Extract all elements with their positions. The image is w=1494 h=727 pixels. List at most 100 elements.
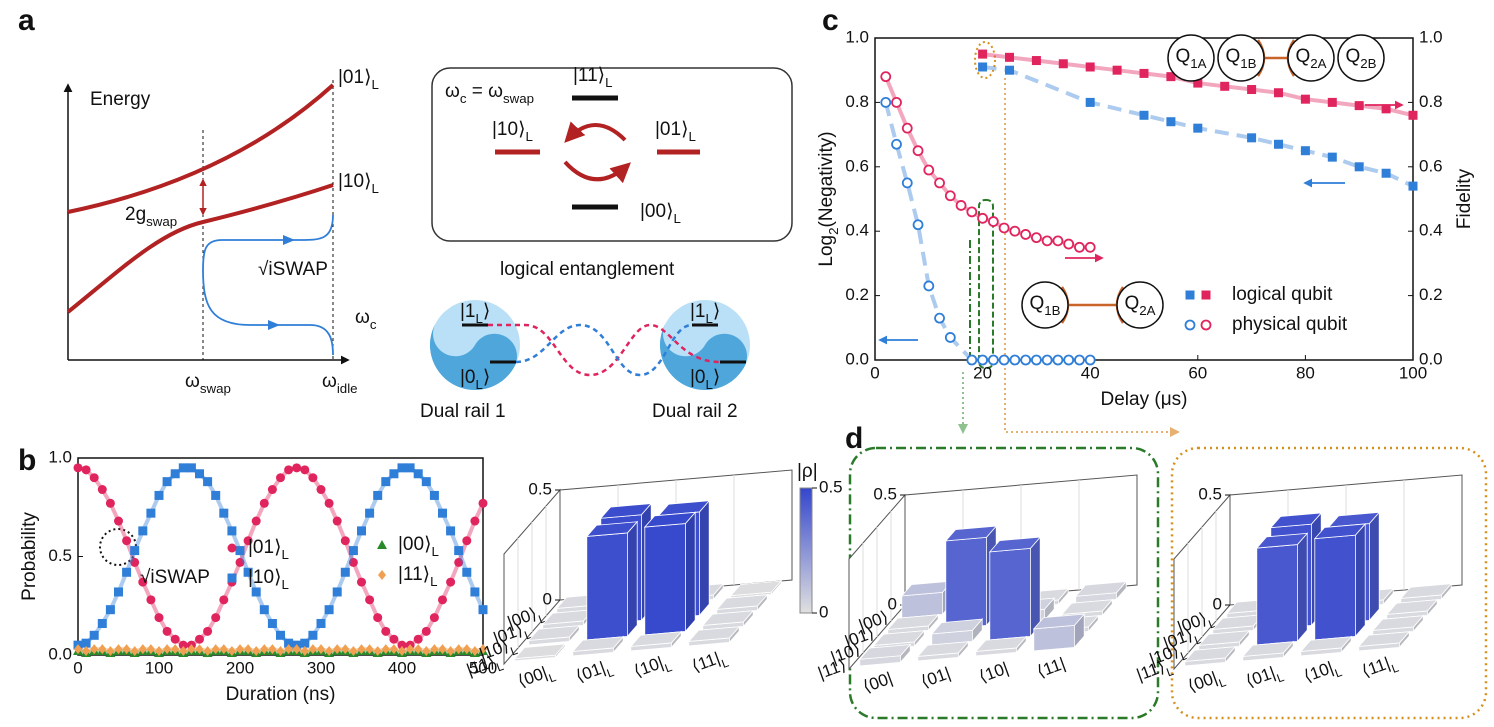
data-point	[413, 634, 423, 644]
data-point	[259, 605, 269, 615]
data-point	[243, 567, 253, 577]
data-point	[389, 634, 399, 644]
data-point	[1247, 85, 1257, 95]
data-point	[901, 122, 913, 134]
bar	[1183, 645, 1237, 667]
swap-arrow	[563, 160, 631, 184]
bar-face	[1255, 532, 1309, 549]
data-point	[1166, 72, 1176, 82]
data-point	[1084, 241, 1096, 253]
panel-label: d	[845, 422, 863, 455]
axis-label: Duration (ns)	[226, 684, 336, 705]
bar-face	[1399, 583, 1453, 599]
data-point	[243, 536, 253, 546]
text-part: 1B	[1240, 56, 1256, 71]
data-point	[454, 546, 464, 556]
caption: logical entanglement	[500, 259, 675, 280]
data-point	[987, 216, 999, 227]
bar	[916, 640, 970, 662]
bar	[513, 642, 567, 662]
legend-marker	[1200, 319, 1212, 331]
text-part: L	[430, 574, 437, 589]
data-point	[446, 646, 455, 657]
data-point	[1041, 235, 1053, 247]
bar-face	[1357, 631, 1411, 647]
data-point	[462, 567, 472, 577]
data-point	[1058, 59, 1068, 69]
label: ωc = ωswap	[445, 81, 534, 106]
data-point	[284, 638, 294, 648]
legend-marker	[377, 540, 387, 549]
bar-face	[974, 636, 1028, 652]
bar-face	[685, 511, 696, 633]
legend-marker	[378, 570, 386, 580]
bar-face	[1327, 511, 1381, 528]
bar	[715, 593, 769, 615]
data-point	[365, 595, 375, 605]
data-point	[236, 644, 244, 655]
tick-label: 60	[1188, 363, 1207, 382]
legend-marker	[227, 573, 237, 583]
data-point	[130, 557, 140, 567]
data-point	[966, 354, 978, 366]
data-point	[178, 463, 188, 473]
data-point	[252, 646, 261, 657]
data-point	[998, 222, 1010, 234]
data-point	[154, 490, 164, 500]
tick-label: 0	[73, 658, 82, 677]
bar	[1197, 629, 1251, 651]
bar-face	[1197, 630, 1251, 646]
highlight	[978, 199, 994, 369]
tick-label: ωswap	[185, 371, 231, 396]
bar	[886, 613, 940, 635]
data-point	[340, 536, 350, 546]
tick-label: 0.5	[819, 477, 843, 496]
data-point	[470, 587, 480, 597]
data-point	[300, 646, 309, 657]
text-part: L	[371, 77, 378, 92]
data-point	[429, 490, 439, 500]
data-point	[1354, 101, 1364, 111]
data-point	[373, 490, 383, 500]
panel-label: c	[822, 4, 839, 37]
text-part: |0	[460, 367, 476, 388]
level-label: |1L⟩	[690, 301, 720, 326]
bar-face	[1030, 536, 1041, 638]
data-point	[1052, 354, 1064, 366]
col-label: ⟨11|	[1034, 654, 1067, 682]
data-point	[138, 644, 147, 655]
data-point	[462, 536, 472, 546]
text-part: L	[494, 659, 505, 675]
data-point	[373, 613, 383, 623]
level-label: |1L⟩	[460, 301, 490, 326]
data-point	[1139, 110, 1149, 120]
tick-label: 0	[543, 589, 552, 608]
qubit-label: Q1B	[1029, 293, 1060, 318]
tick-label: 500	[469, 658, 497, 677]
qubit	[1287, 34, 1335, 82]
text-part: L	[525, 129, 532, 144]
text-part: |11⟩	[573, 65, 605, 86]
data-point	[1031, 232, 1042, 244]
data-point	[1085, 62, 1095, 72]
col-label: ⟨00|	[860, 668, 895, 696]
data-point	[422, 646, 431, 657]
annotation: √iSWAP	[140, 567, 210, 588]
bar-face	[989, 547, 1031, 641]
text-part: ω	[322, 371, 337, 392]
qubit	[1167, 34, 1215, 82]
level-label: |10⟩L	[492, 119, 533, 144]
data-point	[429, 613, 439, 623]
data-point	[1005, 65, 1014, 75]
text-part: L	[605, 665, 616, 681]
data-point	[1009, 225, 1021, 237]
tick-label: 0.8	[1419, 92, 1443, 111]
data-point	[1166, 117, 1176, 127]
bar-face	[1313, 523, 1367, 540]
axis-label: ωc	[355, 307, 377, 332]
tick-label: 0.5	[48, 546, 72, 565]
bar-face	[1032, 613, 1086, 630]
panel-a-schematic	[63, 67, 793, 390]
text-part: L	[1275, 670, 1286, 686]
level-label: |01⟩L	[655, 119, 696, 144]
